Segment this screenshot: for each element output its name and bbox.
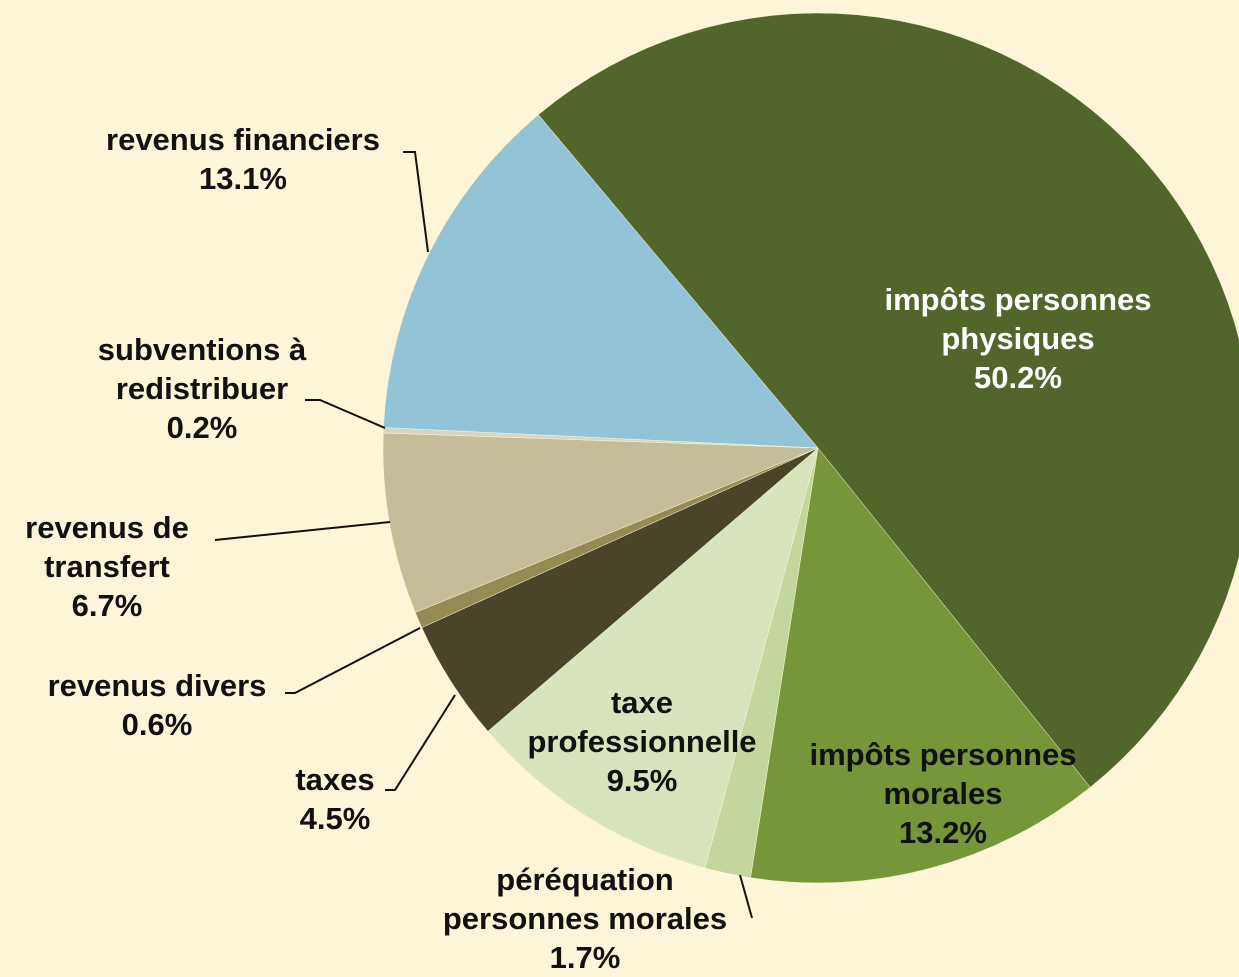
pie-slice xyxy=(382,432,819,613)
leader-line xyxy=(403,151,429,253)
slice-label: impôts personnes physiques 50.2% xyxy=(858,280,1178,397)
value-label: 0.2% xyxy=(166,410,238,445)
pie-slice xyxy=(487,447,819,869)
leader-line xyxy=(385,694,456,791)
slice-label: revenus divers 0.6% xyxy=(0,666,357,744)
value-label: 13.2% xyxy=(899,815,987,850)
leader-line xyxy=(285,627,421,694)
slice-label: impôts personnes morales 13.2% xyxy=(783,735,1103,852)
category-label: impôts personnes physiques xyxy=(884,282,1152,356)
category-label: revenus financiers xyxy=(106,122,380,157)
category-label: subventions à redistribuer xyxy=(97,332,307,406)
slice-label: péréquation personnes morales 1.7% xyxy=(415,860,755,977)
value-label: 13.1% xyxy=(199,161,287,196)
category-label: taxes xyxy=(295,762,375,797)
pie-slice xyxy=(383,114,819,449)
pie-slice xyxy=(750,447,1091,884)
leader-line xyxy=(739,874,753,919)
value-label: 6.7% xyxy=(71,588,143,623)
slice-label: revenus de transfert 6.7% xyxy=(12,508,202,625)
category-label: revenus divers xyxy=(47,668,267,703)
value-label: 0.6% xyxy=(121,707,193,742)
pie-slice xyxy=(538,12,1239,788)
slice-label: taxe professionnelle 9.5% xyxy=(502,683,782,800)
leader-lines xyxy=(214,151,753,919)
value-label: 9.5% xyxy=(606,763,678,798)
category-label: revenus de transfert xyxy=(25,510,189,584)
category-label: taxe professionnelle xyxy=(527,685,757,759)
category-label: impôts personnes morales xyxy=(809,737,1077,811)
value-label: 50.2% xyxy=(974,360,1062,395)
value-label: 4.5% xyxy=(299,801,371,836)
value-label: 1.7% xyxy=(549,940,621,975)
leader-line xyxy=(305,399,386,429)
slice-label: revenus financiers 13.1% xyxy=(43,120,443,198)
leader-line xyxy=(214,521,391,541)
pie xyxy=(382,12,1239,884)
slice-label: subventions à redistribuer 0.2% xyxy=(77,330,327,447)
category-label: péréquation personnes morales xyxy=(442,862,728,936)
slice-label: taxes 4.5% xyxy=(185,760,485,838)
